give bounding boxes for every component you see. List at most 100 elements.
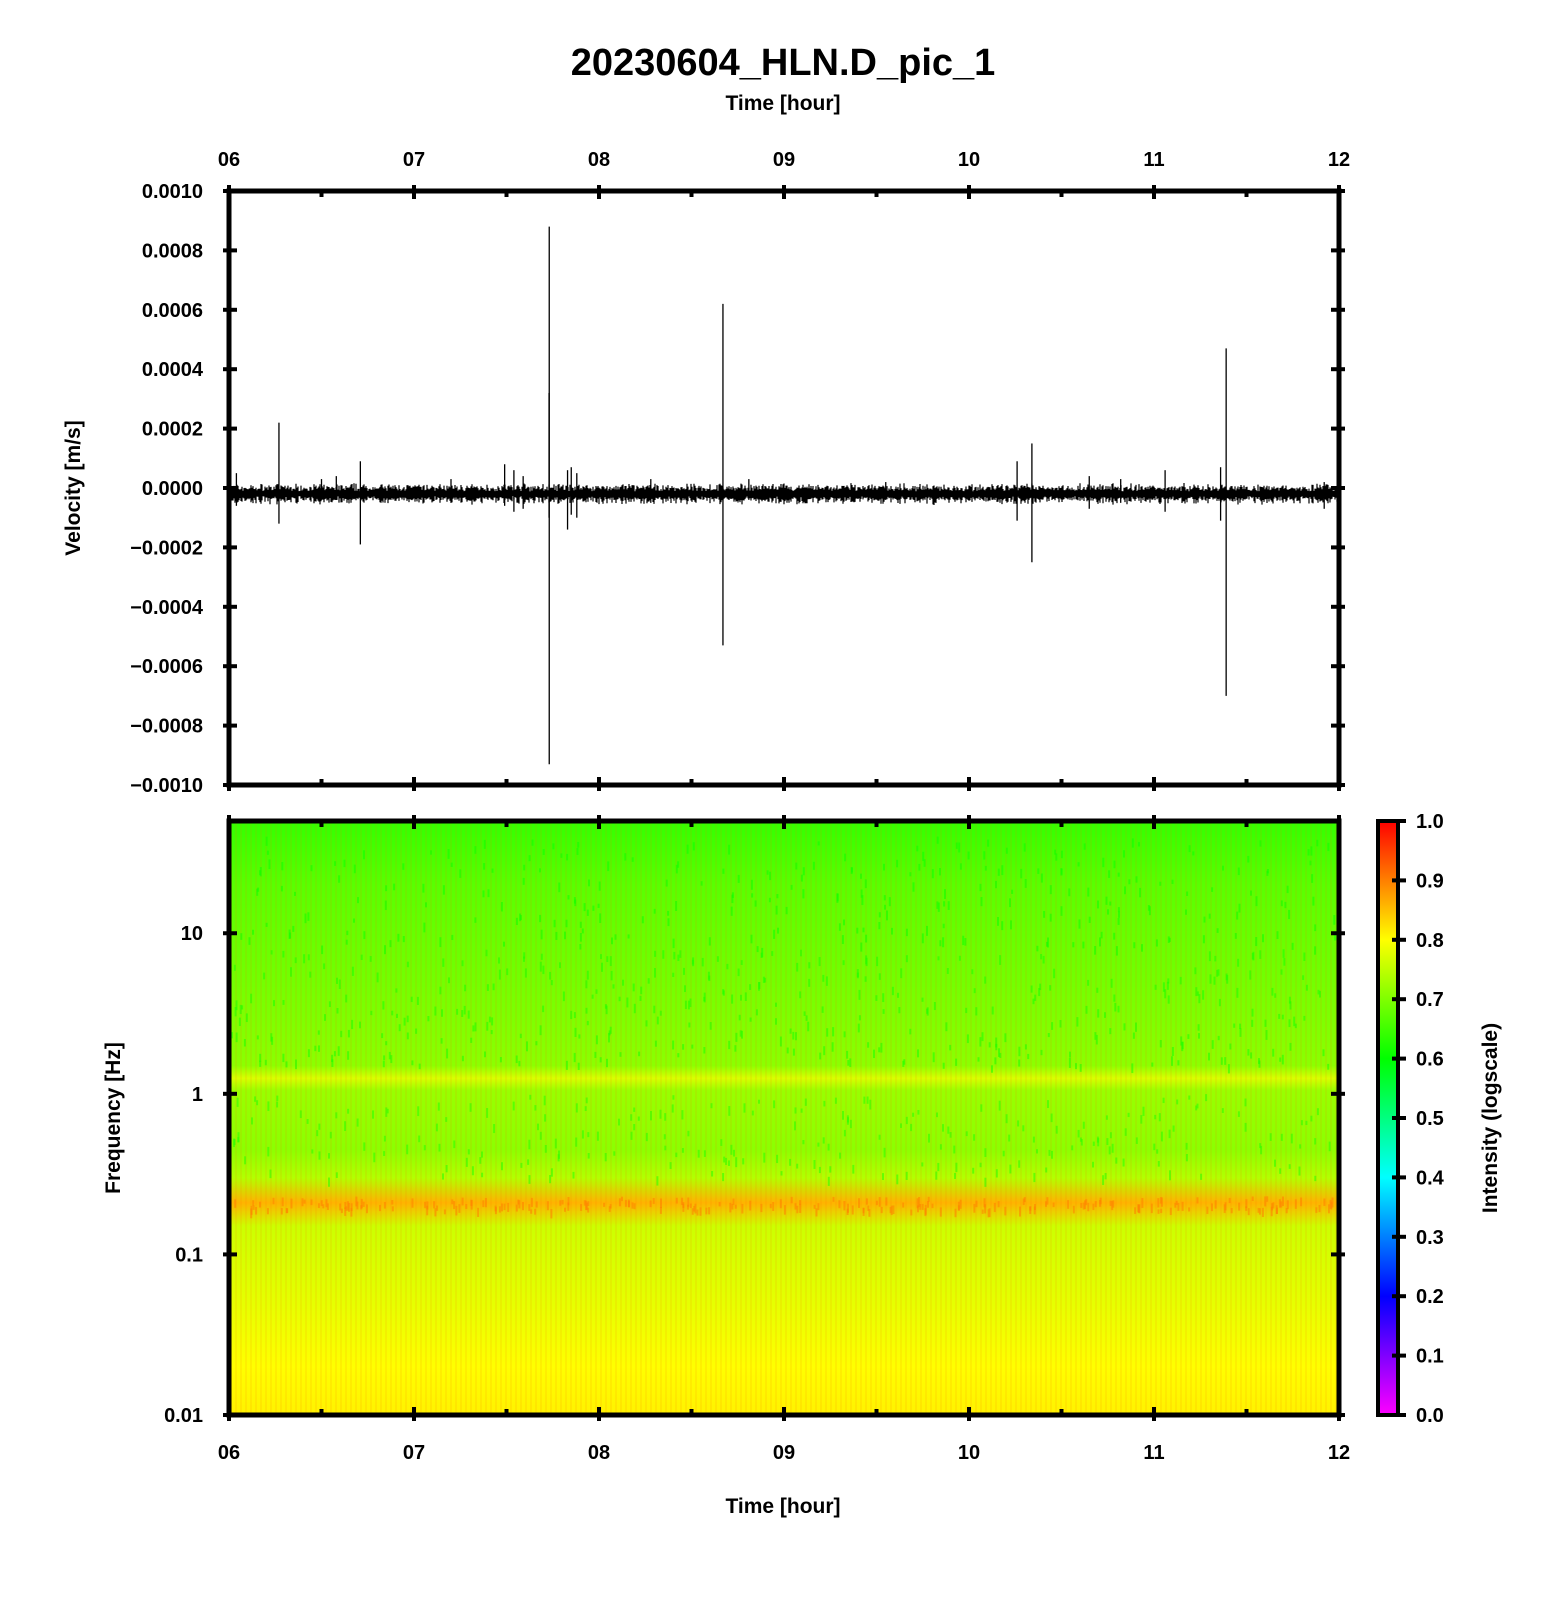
spectrogram-speckle-cell [1259, 950, 1262, 959]
spectrogram-speckle-cell [995, 1169, 998, 1178]
spectrogram-speckle-cell [344, 1202, 347, 1209]
spectrogram-speckle-cell [1322, 1049, 1325, 1057]
spectrogram-speckle-cell [535, 1201, 538, 1208]
spectrogram-speckle-cell [1300, 1197, 1303, 1207]
spectrogram-speckle-cell [878, 912, 881, 918]
waveform-ticks: 06 07 08 09 10 11 12 0.0010 0.0008 0.0006 0.0004 0.… [130, 149, 1350, 797]
spectrogram-speckle-cell [733, 1149, 735, 1157]
spectrogram-speckle-cell [430, 850, 432, 855]
spectrogram-speckle-cell [318, 1151, 321, 1160]
spectrogram-speckle-cell [1264, 1196, 1267, 1207]
y-tick-label: 0.0002 [142, 419, 203, 441]
spectrogram-speckle-cell [1280, 1201, 1283, 1208]
top-x-tick-label: 11 [1143, 149, 1164, 171]
spectrogram-speckle-cell [265, 836, 268, 846]
spectrogram-speckle-cell [954, 1172, 956, 1179]
spectrogram-speckle-cell [981, 1032, 984, 1042]
spectrogram-speckle-cell [972, 1167, 975, 1174]
spectrogram-speckle-cell [663, 1134, 666, 1140]
spectrogram-speckle-cell [987, 1209, 990, 1218]
spectrogram-speckle-cell [1261, 1207, 1264, 1218]
spectrogram-speckle-cell [883, 863, 885, 871]
spectrogram-speckle-cell [1096, 987, 1099, 993]
spectrogram-speckle-cell [280, 1208, 283, 1215]
spectrogram-speckle-cell [959, 1199, 962, 1209]
spectrogram-speckle-cell [579, 921, 582, 928]
spectrogram-speckle-cell [927, 1196, 930, 1202]
spectrogram-speckle-cell [1018, 1059, 1021, 1067]
spectrogram-speckle-cell [1039, 983, 1042, 991]
spectrogram-speckle-cell [1079, 1137, 1082, 1142]
spectrogram-speckle-cell [927, 1201, 929, 1208]
spectrogram-speckle-cell [1017, 1120, 1020, 1127]
spectrogram-speckle-cell [549, 971, 552, 980]
spectrogram-speckle-cell [722, 1173, 725, 1182]
spectrogram-speckle-cell [530, 1209, 533, 1214]
spectrogram-speckle-cell [790, 884, 793, 890]
spectrogram-speckle-cell [512, 1101, 515, 1111]
spectrogram-speckle-cell [410, 996, 413, 1003]
spectrogram-speckle-cell [632, 983, 635, 992]
spectrogram-speckle-cell [703, 1047, 706, 1054]
spectrogram-speckle-cell [935, 1171, 938, 1180]
spectrogram-speckle-cell [891, 986, 894, 996]
spectrogram-speckle-cell [493, 1124, 496, 1134]
spectrogram-speckle-cell [539, 1025, 542, 1036]
spectrogram-speckle-cell [1131, 1063, 1134, 1074]
spectrogram-speckle-cell [1270, 1206, 1273, 1217]
spectrogram-speckle-cell [587, 1201, 590, 1207]
spectrogram-speckle-cell [882, 1173, 884, 1181]
spectrogram-speckle-cell [755, 1009, 758, 1016]
spectrogram-speckle-cell [266, 850, 269, 855]
spectrogram-speckle-cell [539, 1131, 542, 1140]
spectrogram-speckle-cell [912, 1112, 915, 1117]
spectrogram-speckle-cell [900, 1123, 902, 1128]
spectrogram-speckle-cell [664, 1113, 667, 1121]
spectrogram-speckle-cell [259, 1060, 262, 1067]
spectrogram-speckle-cell [1137, 1205, 1140, 1213]
spectrogram-speckle-cell [1118, 911, 1120, 918]
spectrogram-speckle-cell [716, 956, 719, 962]
spectrogram-speckle-cell [621, 1196, 623, 1202]
spectrogram-speckle-cell [936, 836, 939, 844]
spectrogram-speckle-cell [1237, 958, 1240, 967]
spectrogram-speckle-cell [1080, 1203, 1083, 1208]
spectrogram-speckle-cell [883, 895, 886, 901]
spectrogram-speckle-cell [1279, 1057, 1282, 1062]
spectrogram-speckle-cell [995, 1037, 998, 1048]
spectrogram-speckle-cell [233, 1138, 235, 1148]
spectrogram-speckle-cell [1271, 987, 1274, 996]
spectrogram-speckle-cell [1117, 918, 1120, 925]
spectrogram-speckle-cell [856, 927, 859, 934]
spectrogram-speckle-cell [423, 1145, 426, 1151]
spectrogram-speckle-cell [802, 1140, 805, 1145]
spectrogram-speckle-cell [1123, 850, 1125, 858]
spectrogram-speckle-cell [1154, 1114, 1157, 1120]
spectrogram-speckle-cell [1224, 1202, 1227, 1211]
spectrogram-speckle-cell [1309, 860, 1312, 866]
spectrogram-speckle-cell [1024, 879, 1027, 888]
spectrogram-speckle-cell [794, 1203, 797, 1210]
spectrogram-speckle-cell [1274, 1159, 1276, 1167]
spectrogram-speckle-cell [363, 1142, 366, 1151]
spectrogram-speckle-cell [338, 875, 341, 883]
spectrogram-speckle-cell [1266, 870, 1269, 876]
spectrogram-speckle-cell [1033, 1206, 1036, 1215]
spectrogram-speckle-cell [1124, 1128, 1127, 1136]
spectrogram-speckle-cell [1217, 969, 1220, 976]
spectrogram-speckle-cell [234, 1007, 237, 1017]
spectrogram-speckle-cell [1160, 1197, 1163, 1207]
spectrogram-speckle-cell [257, 887, 260, 892]
spectrogram-speckle-cell [558, 1150, 560, 1159]
spectrogram-speckle-cell [763, 1152, 766, 1163]
spectrogram-speckle-cell [528, 1175, 531, 1184]
spectrogram-speckle-cell [838, 923, 841, 931]
spectrogram-speckle-cell [1055, 853, 1058, 861]
spectrogram-speckle-cell [539, 868, 541, 873]
spectrogram-speckle-cell [326, 1203, 329, 1210]
spectrogram-speckle-cell [817, 1203, 820, 1211]
spectrogram-speckle-cell [461, 1055, 464, 1062]
spectrogram-speckle-cell [1286, 885, 1289, 894]
spectrogram-speckle-cell [937, 1162, 940, 1172]
